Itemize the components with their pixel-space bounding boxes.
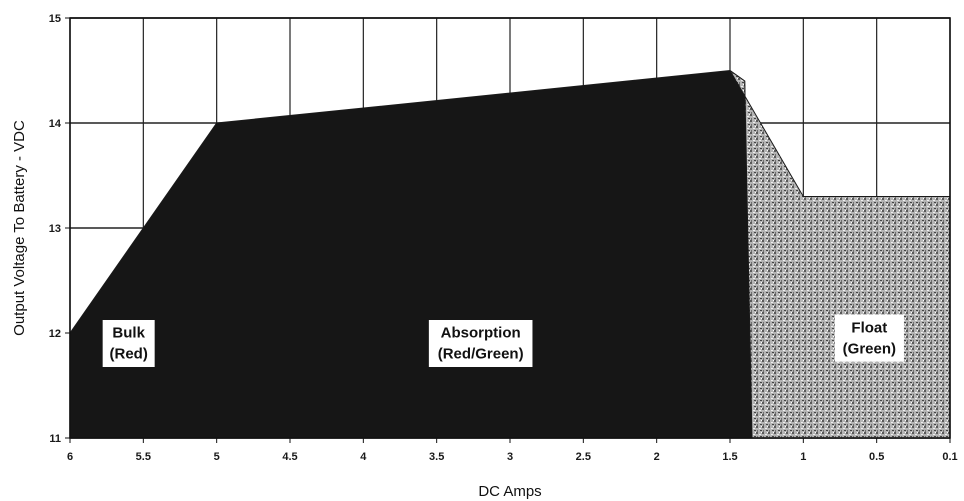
y-tick-label: 12 [49, 328, 61, 340]
label-background [428, 320, 533, 367]
y-axis-title: Output Voltage To Battery - VDC [11, 120, 28, 336]
region-label-text: (Red/Green) [438, 346, 524, 363]
region-label-text: (Red) [110, 346, 148, 363]
region-label-text: Absorption [441, 325, 521, 342]
x-tick-label: 1 [800, 451, 806, 463]
region-label-text: (Green) [843, 340, 896, 357]
x-tick-label: 4 [360, 451, 367, 463]
x-tick-label: 2 [654, 451, 660, 463]
x-tick-label: 3 [507, 451, 513, 463]
x-tick-label: 6 [67, 451, 73, 463]
x-tick-label: 4.5 [282, 451, 297, 463]
x-tick-label: 0.1 [942, 451, 957, 463]
x-tick-label: 5 [214, 451, 220, 463]
y-tick-label: 13 [49, 223, 61, 235]
x-tick-label: 0.5 [869, 451, 884, 463]
charge-regions [69, 69, 951, 439]
label-background [102, 320, 155, 367]
region-bulk-absorption [69, 69, 753, 439]
x-tick-label: 5.5 [136, 451, 151, 463]
x-tick-label: 2.5 [576, 451, 591, 463]
region-label-text: Float [851, 319, 887, 336]
y-tick-label: 14 [49, 118, 62, 130]
label-background [834, 314, 904, 362]
x-axis-title: DC Amps [478, 483, 541, 500]
region-label-group: Bulk (Red) [102, 320, 155, 367]
region-label-group: Float (Green) [834, 314, 904, 362]
x-tick-label: 3.5 [429, 451, 444, 463]
region-labels: Bulk (Red) Absorption (Red/Green) Float (Gree… [102, 314, 904, 367]
y-tick-label: 11 [49, 433, 61, 445]
tick-labels: 6 5.5 5 4.5 4 3.5 3 2.5 2 1.5 1 0.5 0.1 11 12 13 14 15 [49, 13, 958, 463]
region-label-text: Bulk [112, 325, 145, 342]
x-tick-label: 1.5 [722, 451, 737, 463]
y-tick-label: 15 [49, 13, 61, 25]
region-float [729, 70, 951, 439]
region-label-group: Absorption (Red/Green) [428, 320, 533, 367]
